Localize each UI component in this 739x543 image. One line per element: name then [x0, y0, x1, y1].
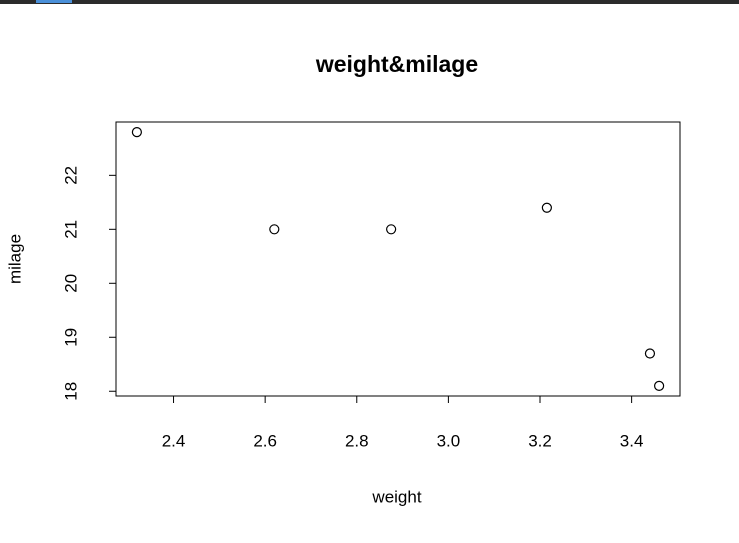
tab-indicator	[36, 0, 72, 3]
x-tick-label: 2.8	[345, 431, 369, 450]
x-tick-label: 3.0	[437, 431, 461, 450]
y-tick-label: 18	[61, 382, 80, 401]
x-tick-label: 3.2	[528, 431, 552, 450]
y-tick-label: 20	[61, 274, 80, 293]
y-axis-label: milage	[5, 234, 24, 284]
x-tick-label: 2.4	[162, 431, 186, 450]
window-top-bar	[0, 0, 739, 4]
point	[269, 224, 280, 235]
x-tick-label: 3.4	[620, 431, 644, 450]
point	[654, 380, 665, 391]
y-tick-label: 21	[61, 220, 80, 239]
point	[541, 202, 552, 213]
x-tick-label: 2.6	[253, 431, 277, 450]
y-tick-label: 19	[61, 328, 80, 347]
plot-box	[115, 121, 681, 397]
y-tick-label: 22	[61, 166, 80, 185]
chart-title: weight&milage	[315, 51, 478, 77]
point	[386, 224, 397, 235]
point	[644, 348, 656, 359]
point	[131, 127, 142, 138]
x-axis-label: weight	[371, 487, 421, 506]
